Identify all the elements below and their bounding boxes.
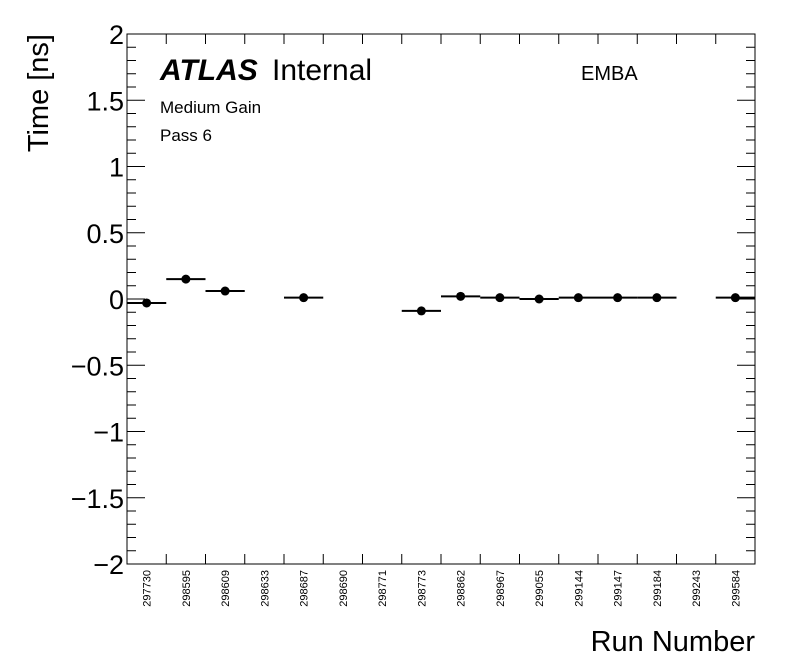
y-tick-label: 1.5: [86, 86, 124, 116]
y-tick-label: −0.5: [71, 351, 124, 381]
marker: [534, 294, 544, 304]
data-point: [401, 306, 441, 316]
y-tick-label: 0: [109, 285, 124, 315]
x-axis-ticks: 297730 298595 298609 298633 298687 298690 2987…: [126, 34, 756, 607]
marker: [730, 293, 740, 303]
y-tick-label: 0.5: [86, 219, 124, 249]
data-point: [127, 298, 167, 308]
marker: [299, 293, 309, 303]
marker: [573, 293, 583, 303]
marker: [220, 286, 230, 296]
data-point: [166, 274, 206, 284]
x-tick-label: 299055: [534, 570, 546, 607]
x-tick-label: 299147: [613, 570, 625, 607]
data-point: [441, 291, 481, 301]
marker: [613, 293, 623, 303]
gain-label: Medium Gain: [160, 98, 261, 117]
atlas-label: ATLAS: [159, 54, 258, 87]
y-tick-label: −1.5: [71, 484, 124, 514]
region-label: EMBA: [581, 63, 638, 85]
data-point: [558, 293, 598, 303]
x-tick-label: 299584: [730, 570, 742, 607]
x-tick-label: 299243: [691, 570, 703, 607]
marker: [181, 274, 191, 284]
internal-label: Internal: [272, 54, 372, 87]
data-point: [598, 293, 638, 303]
x-tick-label: 297730: [142, 570, 154, 607]
y-axis-title: Time [ns]: [23, 34, 55, 152]
x-tick-label: 298690: [338, 570, 350, 607]
y-tick-label: −2: [93, 550, 124, 580]
x-tick-label: 299144: [573, 570, 585, 607]
pass-label: Pass 6: [160, 126, 212, 145]
data-point: [637, 293, 677, 303]
x-tick-label: 298862: [456, 570, 468, 607]
x-tick-label: 298773: [416, 570, 428, 607]
marker: [416, 306, 426, 316]
data-point: [205, 286, 245, 296]
x-tick-label: 298967: [495, 570, 507, 607]
y-tick-label: 2: [109, 20, 124, 50]
data-points: [127, 274, 755, 316]
marker: [495, 293, 505, 303]
x-tick-label: 298609: [220, 570, 232, 607]
x-axis-title: Run Number: [591, 626, 756, 658]
y-tick-label: 1: [109, 153, 124, 183]
marker: [142, 298, 152, 308]
x-tick-label: 298633: [259, 570, 271, 607]
marker: [456, 291, 466, 301]
x-tick-label: 298771: [377, 570, 389, 607]
x-tick-label: 298595: [181, 570, 193, 607]
x-tick-label: 299184: [652, 570, 664, 607]
data-point: [284, 293, 324, 303]
data-point: [519, 294, 559, 304]
y-tick-label: −1: [93, 418, 124, 448]
data-point: [480, 293, 520, 303]
marker: [652, 293, 662, 303]
x-tick-label: 298687: [299, 570, 311, 607]
y-axis-ticks: −2 −1.5 −1 −0.5 0 0.5 1 1.5 2: [71, 20, 755, 580]
data-point: [715, 293, 755, 303]
